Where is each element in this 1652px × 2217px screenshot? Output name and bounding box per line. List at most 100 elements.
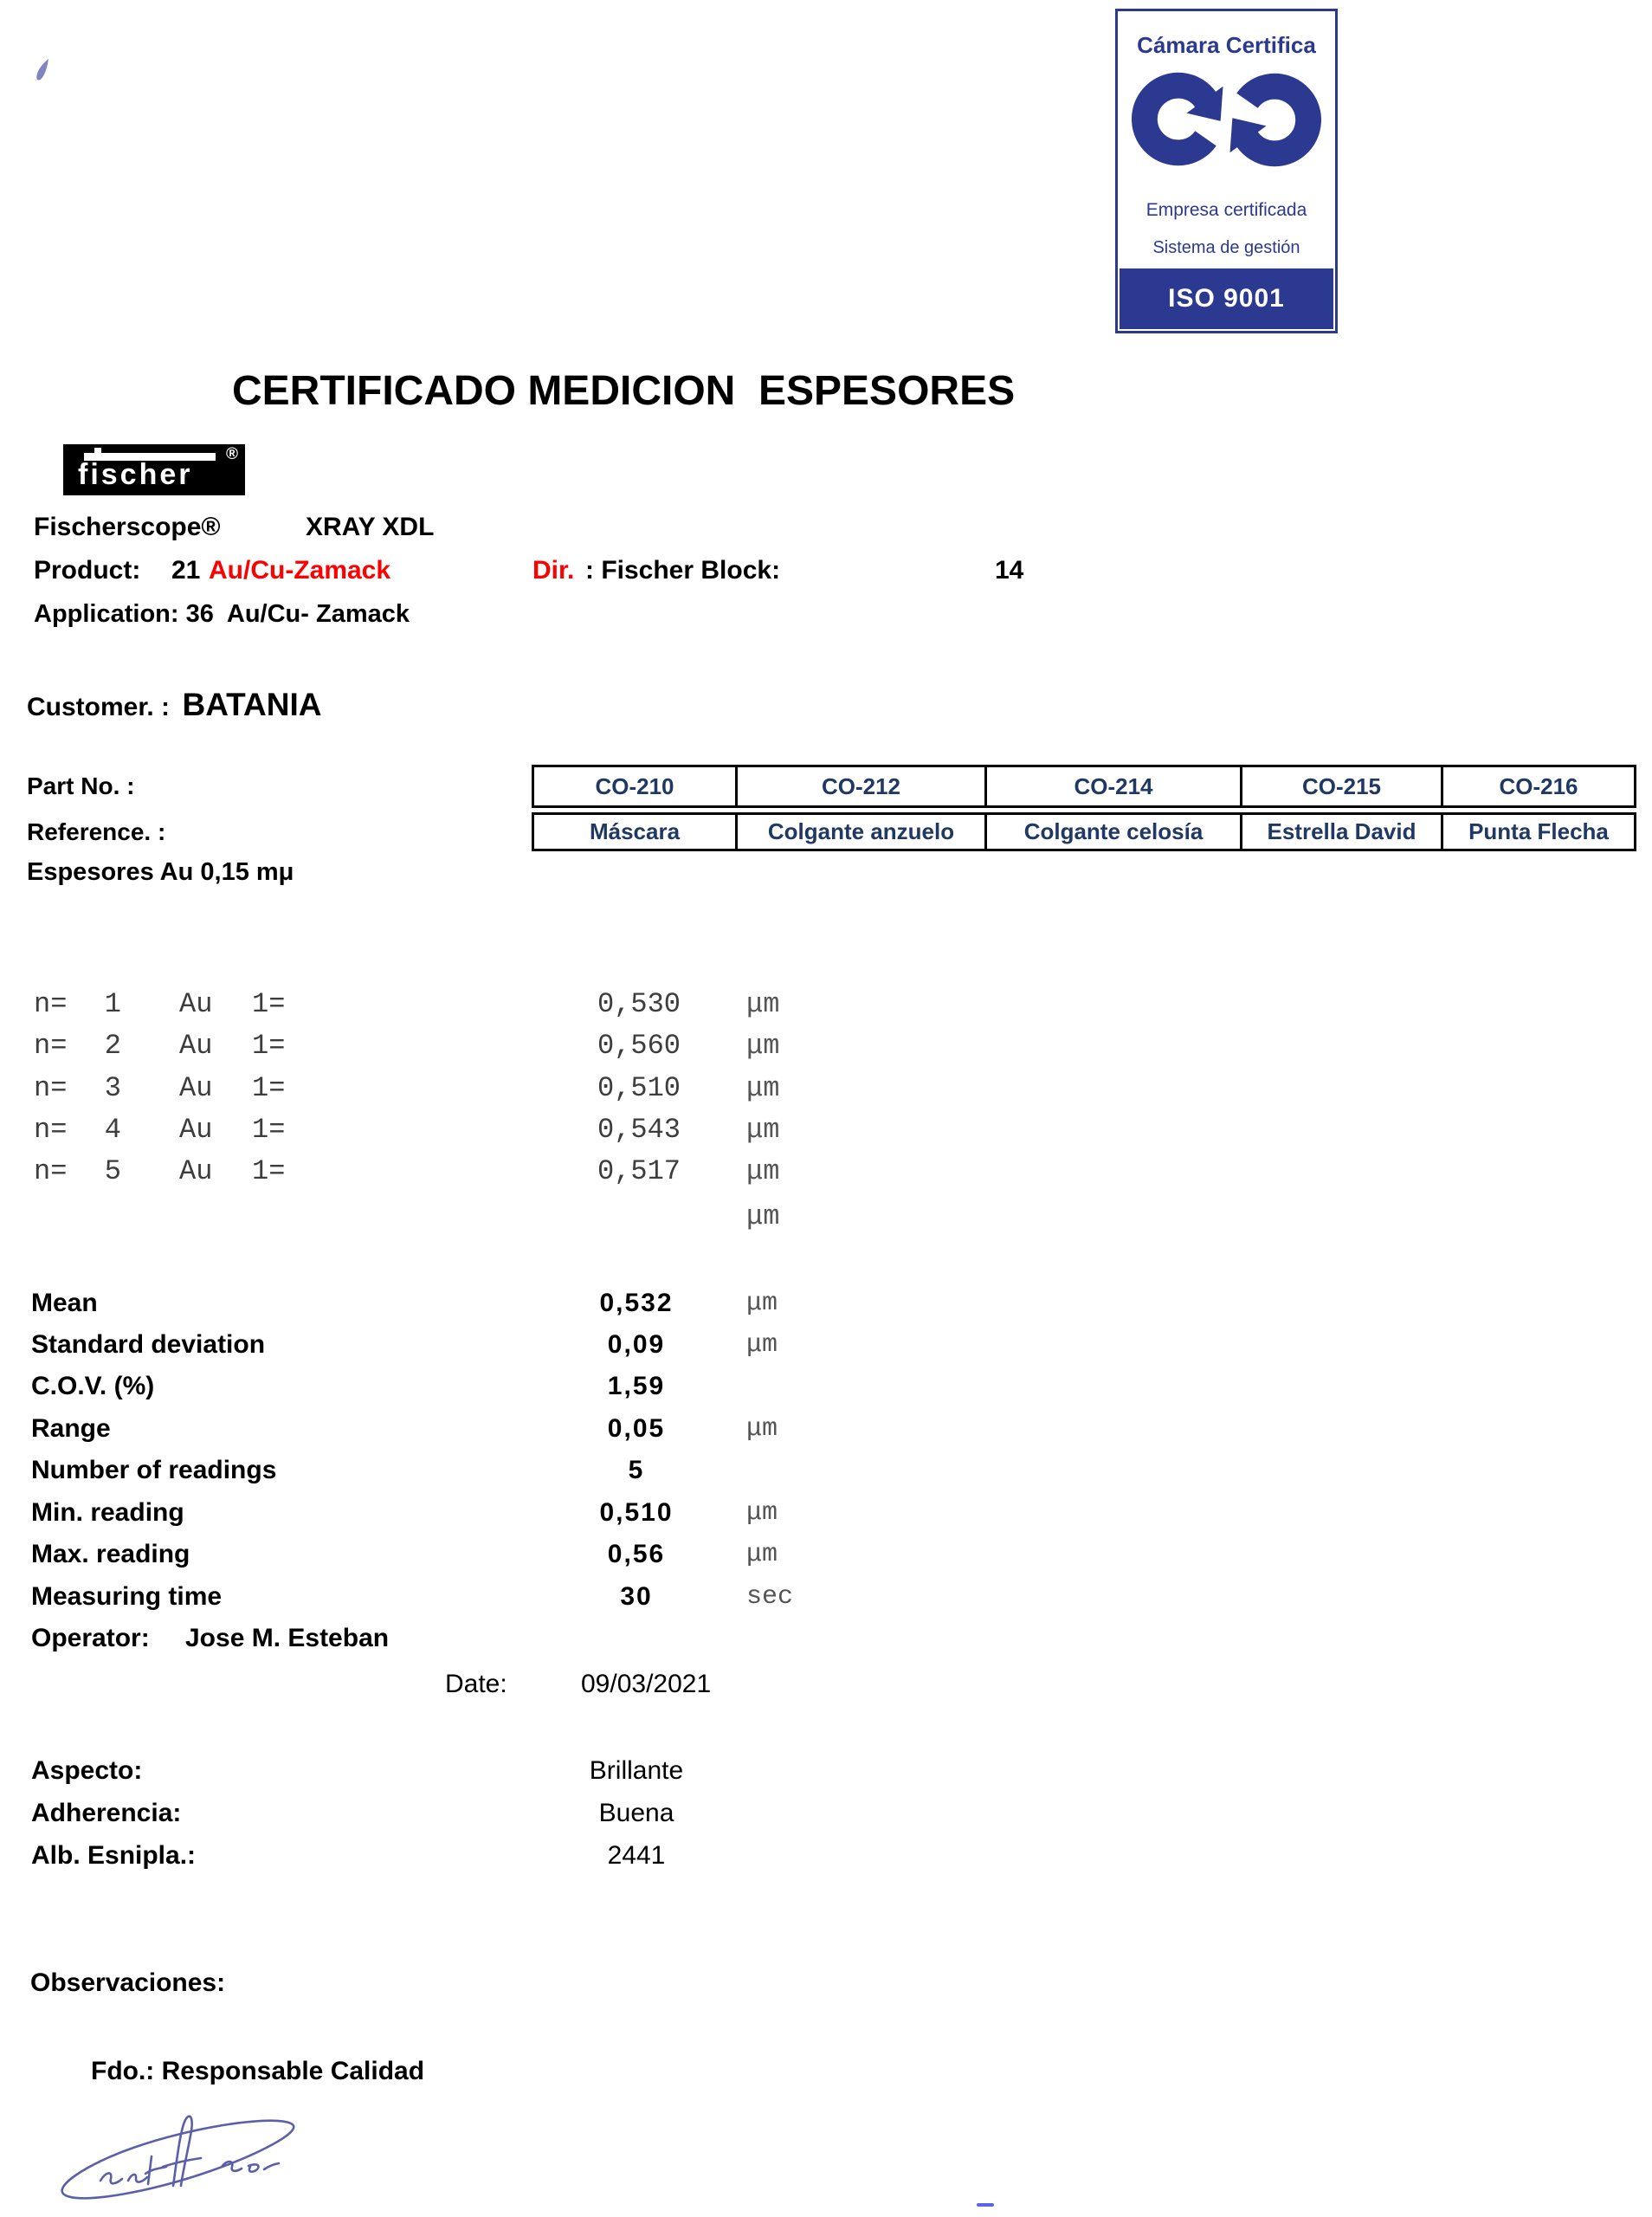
reading-element: Au [179, 1030, 213, 1062]
handwritten-signature-icon [61, 2115, 295, 2200]
reading-row: n= 1 Au 1= 0,530 μm [0, 987, 866, 1022]
reading-n: n= [34, 1030, 68, 1062]
inspection-value: Brillante [589, 1756, 684, 1785]
stat-label: Mean [31, 1289, 98, 1317]
parts-table-header-row: CO-210 CO-212 CO-214 CO-215 CO-216 [532, 765, 1636, 808]
reading-value: 0,530 [597, 988, 681, 1020]
part-no-label: Part No. : [27, 772, 135, 799]
product-code: 21 [171, 556, 201, 585]
stat-label: Max. reading [31, 1540, 190, 1568]
reading-element: Au [179, 988, 213, 1020]
part-number-cell: CO-216 [1441, 767, 1634, 805]
reading-index: 4 [104, 1114, 121, 1146]
reading-element: Au [179, 1155, 213, 1187]
instrument-brand: Fischerscope® [34, 513, 221, 541]
stat-unit: μm [746, 1289, 778, 1318]
reading-value: 0,543 [597, 1114, 681, 1146]
stat-value: 0,56 [607, 1540, 666, 1568]
application-line: Application: 36 Au/Cu- Zamack [34, 600, 410, 628]
stat-value: 0,05 [607, 1414, 666, 1443]
pen-dash-mark [977, 2203, 994, 2207]
reading-channel: 1= [252, 988, 286, 1020]
reading-n: n= [34, 1155, 68, 1187]
customer-row: Customer. : BATANIA [27, 684, 321, 733]
reference-cell: Punta Flecha [1441, 815, 1634, 849]
parts-table-reference-row: Máscara Colgante anzuelo Colgante celosí… [532, 812, 1636, 851]
fischer-logo: fischer ® [63, 444, 245, 495]
reading-index: 2 [104, 1030, 121, 1062]
stat-label: Range [31, 1414, 111, 1443]
reading-channel: 1= [252, 1155, 286, 1187]
reading-unit: μm [746, 1200, 780, 1232]
reading-channel: 1= [252, 1030, 286, 1062]
inspection-row: Aspecto: Brillante [0, 1754, 952, 1788]
reading-element: Au [179, 1072, 213, 1104]
stat-unit: μm [746, 1330, 778, 1360]
stat-row: Mean 0,532 μm [0, 1286, 952, 1321]
part-number-cell: CO-214 [984, 767, 1240, 805]
dir-label: Dir. [532, 556, 575, 585]
stat-row: Range 0,05 μm [0, 1412, 952, 1446]
reading-value: 0,517 [597, 1155, 681, 1187]
reading-element: Au [179, 1114, 213, 1146]
fischer-logo-text: fischer [78, 458, 193, 491]
stat-label: Number of readings [31, 1456, 277, 1484]
reference-cell: Máscara [589, 818, 681, 844]
operator-label: Operator: [31, 1624, 150, 1652]
badge-line1: Empresa certificada [1145, 200, 1307, 220]
inspection-value: Buena [598, 1799, 674, 1827]
reference-label: Reference. : [27, 818, 166, 845]
reference-cell: Colgante anzuelo [735, 815, 984, 849]
stat-row: Standard deviation 0,09 μm [0, 1328, 952, 1362]
inspection-row: Adherencia: Buena [0, 1796, 952, 1831]
reading-channel: 1= [252, 1114, 286, 1146]
part-number-cell: CO-212 [735, 767, 984, 805]
reading-row: n= 5 Au 1= 0,517 μm [0, 1154, 866, 1189]
stat-row: Measuring time 30 sec [0, 1580, 952, 1614]
part-number-cell: CO-210 [595, 772, 674, 799]
iso-9001-band: ISO 9001 [1120, 268, 1333, 329]
inspection-label: Adherencia: [31, 1799, 182, 1827]
stat-value: 0,09 [607, 1330, 666, 1359]
reading-unit: μm [746, 1030, 780, 1062]
date-label: Date: [445, 1670, 507, 1698]
stat-value: 30 [620, 1582, 653, 1611]
document-title: CERTIFICADO MEDICION ESPESORES [232, 368, 1016, 414]
badge-title: Cámara Certifica [1137, 32, 1316, 58]
reading-row: n= 2 Au 1= 0,560 μm [0, 1029, 866, 1063]
fischer-block-label: : Fischer Block: [585, 556, 781, 585]
pen-mark-icon [36, 59, 48, 81]
inspection-row: Alb. Esnipla.: 2441 [0, 1839, 952, 1873]
part-number-cell: CO-215 [1240, 767, 1441, 805]
reading-unit: μm [746, 988, 780, 1020]
stat-unit: μm [746, 1414, 778, 1444]
reading-n: n= [34, 988, 68, 1020]
thickness-spec: Espesores Au 0,15 mμ [27, 858, 294, 886]
date-row: Date: 09/03/2021 [0, 1667, 952, 1702]
stat-value: 5 [628, 1456, 645, 1484]
reading-n: n= [34, 1114, 68, 1146]
operator-name: Jose M. Esteban [185, 1624, 390, 1652]
reading-row: n= 3 Au 1= 0,510 μm [0, 1071, 866, 1106]
stat-row: Number of readings 5 [0, 1453, 952, 1488]
reading-value: 0,560 [597, 1030, 681, 1062]
stat-row: C.O.V. (%) 1,59 [0, 1369, 952, 1404]
instrument-model: XRAY XDL [306, 513, 435, 541]
stat-row: Max. reading 0,56 μm [0, 1537, 952, 1572]
stat-label: Measuring time [31, 1582, 223, 1611]
stat-unit: μm [746, 1498, 778, 1528]
badge-line2: Sistema de gestión [1152, 238, 1300, 257]
stat-value: 1,59 [607, 1372, 666, 1400]
stat-value: 0,532 [599, 1289, 674, 1317]
stat-value: 0,510 [599, 1498, 674, 1527]
inspection-value: 2441 [607, 1841, 666, 1870]
reference-cell: Estrella David [1240, 815, 1441, 849]
stat-label: Min. reading [31, 1498, 184, 1527]
operator-row: Operator: Jose M. Esteban [0, 1621, 952, 1656]
certification-badge: Cámara Certifica Empresa certificada Sis… [1115, 9, 1338, 333]
reading-n: n= [34, 1072, 68, 1104]
interlocking-c-arrows-icon [1132, 72, 1321, 167]
inspection-label: Alb. Esnipla.: [31, 1841, 197, 1870]
stat-label: Standard deviation [31, 1330, 266, 1359]
